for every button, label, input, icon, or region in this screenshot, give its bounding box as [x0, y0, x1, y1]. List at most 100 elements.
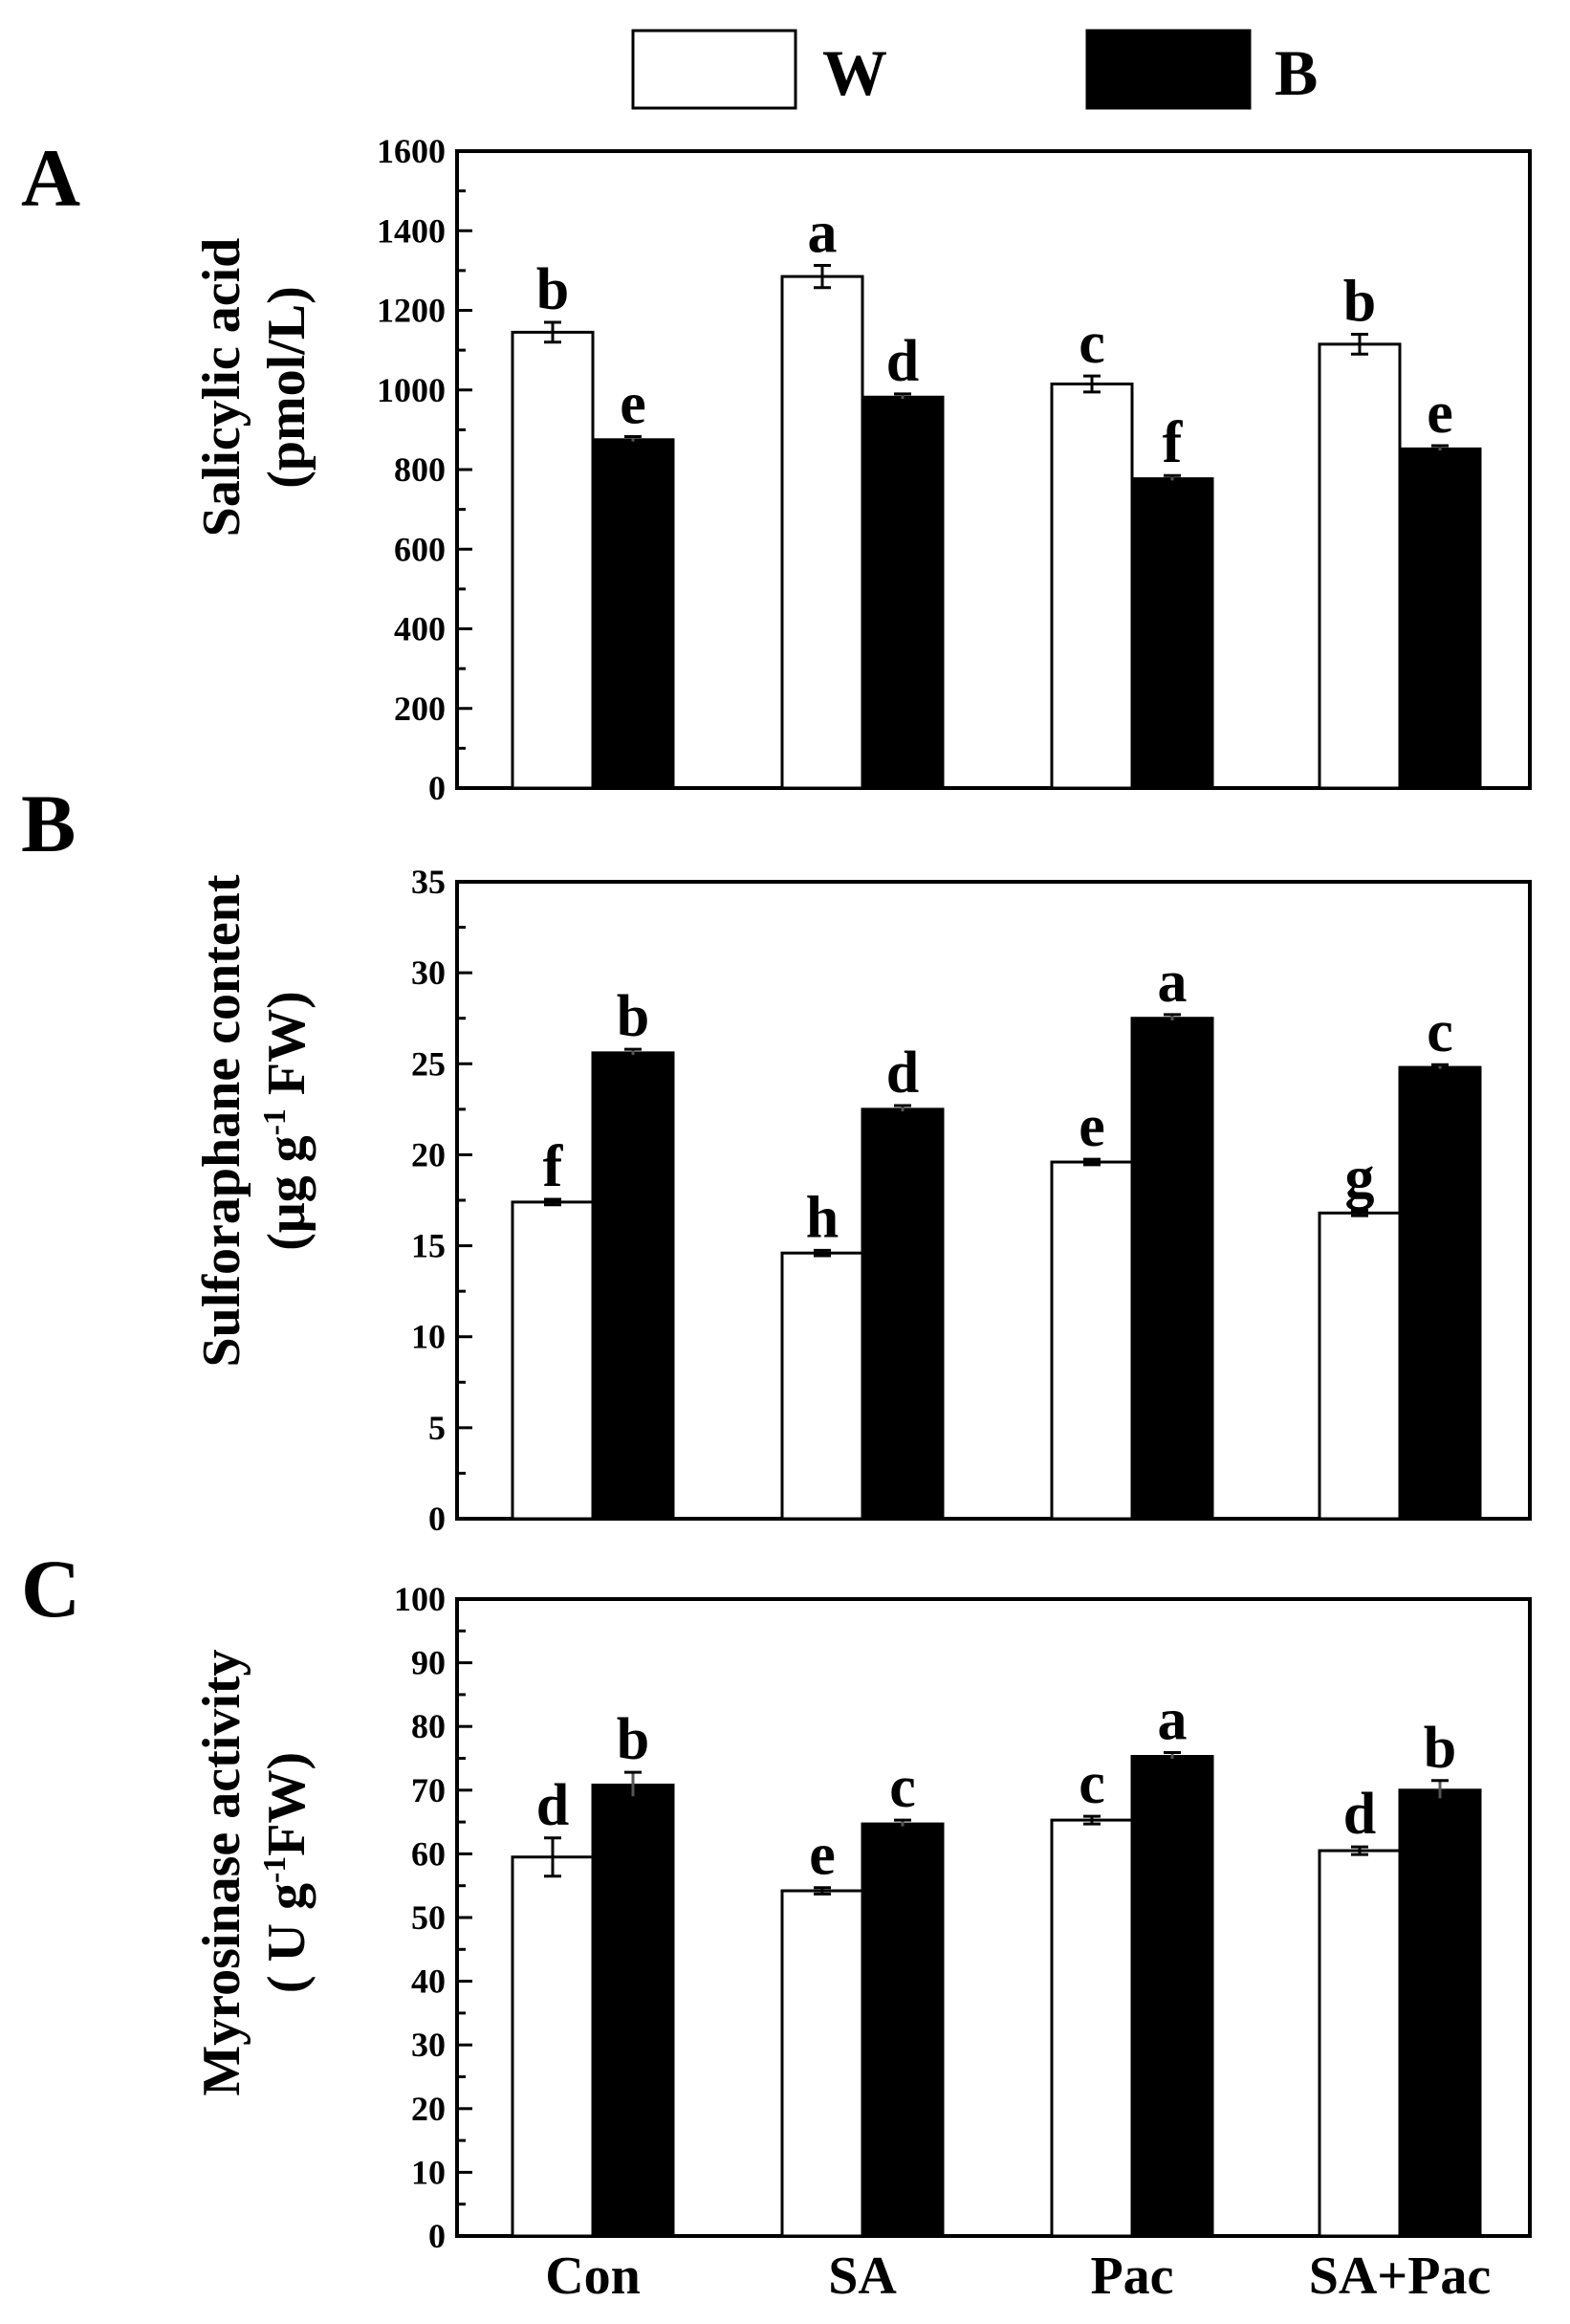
panel-b-bar-w — [1050, 1160, 1134, 1521]
panel-b-ytick-label: 35 — [411, 863, 446, 901]
panel-b-sig-label: h — [806, 1185, 839, 1250]
panel-b-bar-b — [861, 1107, 945, 1521]
panel-a-bar-b — [1130, 477, 1214, 790]
legend-swatch-white — [631, 29, 797, 110]
panel-b-sig-label: f — [543, 1134, 564, 1199]
panel-a-ytick-label: 1600 — [377, 132, 446, 170]
panel-c-ytick-label: 70 — [411, 1771, 446, 1809]
panel-b-sig-label: a — [1158, 950, 1188, 1015]
panel-c-ytick-label: 90 — [411, 1644, 446, 1682]
panel-c-ylabel-unit-post: FW) — [257, 1752, 316, 1856]
panel-c-bar-w — [1318, 1849, 1402, 2238]
panel-b-ytick-label: 25 — [411, 1044, 446, 1083]
panel-c-ylabel-line2: ( U g-1FW) — [257, 1752, 316, 1993]
panel-c-ytick-label: 100 — [394, 1580, 446, 1618]
panel-c-bar-b — [591, 1783, 675, 2238]
panel-b-ytick-label: 30 — [411, 954, 446, 992]
panel-a-bar-w — [1050, 383, 1134, 790]
panel-b-ytick-label: 15 — [411, 1227, 446, 1265]
panel-a-bar-b — [1398, 447, 1482, 790]
panel-b-ylabel-unit-pre: (μg g — [257, 1135, 316, 1250]
panel-c-bar-b — [1130, 1755, 1214, 2238]
panel-c-bar-b — [861, 1822, 945, 2238]
panel-b-bar-w — [780, 1251, 864, 1521]
panel-c-ylabel: Myrosinase activity ( U g-1FW) — [192, 1649, 316, 2095]
panel-label-a: A — [21, 132, 80, 224]
panel-label-c: C — [21, 1543, 80, 1634]
panel-b-bar-b — [1398, 1065, 1482, 1521]
panel-c-ytick-label: 80 — [411, 1707, 446, 1745]
panel-c-ytick-label: 20 — [411, 2090, 446, 2128]
panel-b-sig-label: c — [1427, 999, 1453, 1064]
x-category-label: Pac — [1090, 2247, 1173, 2306]
panel-b-bar-b — [1130, 1017, 1214, 1521]
panel-b-ylabel-unit-sup: -1 — [257, 1108, 293, 1135]
panel-b-sig-label: d — [886, 1041, 919, 1106]
panel-b-sig-label: g — [1345, 1145, 1375, 1210]
panel-c-sig-label: b — [617, 1707, 649, 1772]
panel-b-ytick-label: 0 — [428, 1500, 446, 1538]
panel-c-ytick-label: 10 — [411, 2153, 446, 2191]
panel-a-bar-w — [511, 330, 595, 790]
x-category-label: SA+Pac — [1309, 2247, 1492, 2306]
panel-c-ylabel-unit-pre: ( U g — [257, 1883, 316, 1993]
panel-c-bar-w — [511, 1855, 595, 2238]
panel-c-bar-w — [1050, 1818, 1134, 2238]
panel-c-ytick-label: 60 — [411, 1834, 446, 1873]
legend-label-black: B — [1275, 36, 1318, 109]
panel-a-ytick-label: 1200 — [377, 292, 446, 330]
panel-c-sig-label: c — [889, 1755, 916, 1820]
panel-a-sig-label: a — [808, 200, 838, 265]
panel-b-ylabel: Sulforaphane content (μg g-1 FW) — [192, 874, 316, 1367]
panel-b-sig-label: e — [1079, 1094, 1105, 1159]
panel-c-sig-label: b — [1424, 1716, 1456, 1781]
panel-a-sig-label: b — [536, 257, 569, 322]
panel-c-ylabel-line1: Myrosinase activity — [192, 1649, 251, 2095]
panel-a-ytick-label: 1000 — [377, 371, 446, 409]
panel-a-sig-label: f — [1163, 410, 1184, 475]
panel-b-bar-w — [511, 1200, 595, 1521]
panel-c-ytick-label: 0 — [428, 2217, 446, 2255]
panel-b-ylabel-line2: (μg g-1 FW) — [257, 991, 316, 1251]
panel-c-bar-b — [1398, 1788, 1482, 2238]
panel-b-bar-b — [591, 1051, 675, 1521]
panel-b-bar-w — [1318, 1211, 1402, 1521]
panel-b-ylabel-unit-post: FW) — [257, 991, 316, 1108]
panel-a-ylabel-line1: Salicylic acid — [192, 238, 251, 537]
panel-a-ytick-label: 600 — [394, 530, 446, 568]
panel-a-ytick-label: 800 — [394, 450, 446, 489]
panel-c-ytick-label: 50 — [411, 1898, 446, 1937]
panel-a-bar-w — [780, 274, 864, 790]
panel-a-sig-label: e — [620, 371, 646, 436]
panel-a-ylabel: Salicylic acid (pmol/L) — [192, 238, 316, 537]
panel-a-sig-label: d — [886, 329, 919, 394]
panel-a-sig-label: c — [1079, 311, 1105, 376]
panel-a-ytick-label: 1400 — [377, 211, 446, 250]
panel-b-ylabel-line1: Sulforaphane content — [192, 874, 251, 1367]
panel-c-ytick-label: 40 — [411, 1962, 446, 2001]
panel-b-ytick-label: 5 — [428, 1409, 446, 1447]
panel-c-ylabel-unit-sup: -1 — [257, 1856, 293, 1883]
panel-c-sig-label: c — [1079, 1751, 1105, 1816]
panel-a-bar-w — [1318, 342, 1402, 790]
panel-b-ytick-label: 20 — [411, 1135, 446, 1173]
panel-b-ytick-label: 10 — [411, 1318, 446, 1356]
panel-c-sig-label: d — [1343, 1782, 1376, 1847]
panel-a-sig-label: e — [1427, 381, 1453, 446]
panel-c-sig-label: e — [809, 1823, 836, 1888]
panel-label-b: B — [21, 778, 76, 869]
legend-label-white: W — [822, 36, 887, 109]
panel-c-sig-label: a — [1158, 1688, 1188, 1753]
legend: W B — [631, 29, 1318, 110]
panel-b-sig-label: b — [617, 984, 649, 1049]
panel-a-ytick-label: 400 — [394, 610, 446, 648]
panel-b-plot: 0 5 10 15 20 25 30 35 f h e g b d a c — [411, 863, 1532, 1538]
x-category-label: SA — [828, 2247, 897, 2306]
panel-c-bar-w — [780, 1889, 864, 2238]
panel-a-bar-b — [591, 438, 675, 790]
panel-a-ytick-label: 200 — [394, 690, 446, 728]
panel-a-ylabel-line2: (pmol/L) — [257, 286, 316, 489]
